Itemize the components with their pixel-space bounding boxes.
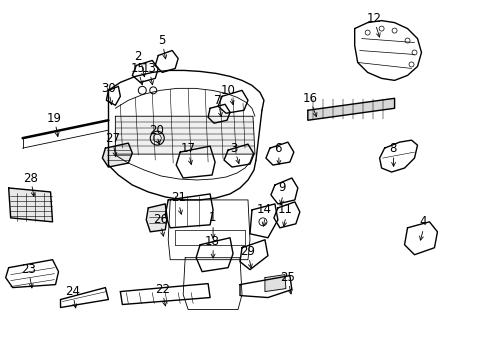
Text: 21: 21: [170, 192, 185, 204]
Text: 24: 24: [65, 285, 80, 298]
Text: 5: 5: [158, 34, 165, 47]
Text: 13: 13: [142, 62, 156, 75]
Text: 28: 28: [23, 171, 38, 185]
Text: 27: 27: [104, 132, 120, 145]
Text: 6: 6: [274, 141, 281, 155]
Text: 17: 17: [180, 141, 195, 155]
Text: 19: 19: [47, 112, 62, 125]
Text: 26: 26: [152, 213, 167, 226]
Polygon shape: [307, 98, 394, 120]
Polygon shape: [102, 143, 132, 167]
Text: 10: 10: [220, 84, 235, 97]
Text: 2: 2: [134, 50, 142, 63]
Text: 3: 3: [230, 141, 237, 155]
Text: 25: 25: [280, 271, 295, 284]
Text: 7: 7: [214, 94, 222, 107]
Text: 23: 23: [21, 263, 36, 276]
Text: 8: 8: [388, 141, 395, 155]
Text: 1: 1: [208, 211, 215, 224]
Polygon shape: [264, 275, 285, 292]
Text: 29: 29: [240, 245, 255, 258]
Polygon shape: [146, 204, 167, 232]
Text: 11: 11: [277, 203, 292, 216]
Text: 30: 30: [101, 82, 116, 95]
Text: 14: 14: [256, 203, 271, 216]
Text: 18: 18: [204, 235, 219, 248]
Text: 12: 12: [366, 12, 381, 25]
Text: 9: 9: [278, 181, 285, 194]
Text: 22: 22: [154, 283, 169, 296]
Polygon shape: [9, 188, 52, 222]
Text: 16: 16: [302, 92, 317, 105]
Text: 15: 15: [131, 62, 145, 75]
Text: 4: 4: [419, 215, 427, 228]
Polygon shape: [115, 116, 254, 154]
Text: 20: 20: [148, 124, 163, 137]
